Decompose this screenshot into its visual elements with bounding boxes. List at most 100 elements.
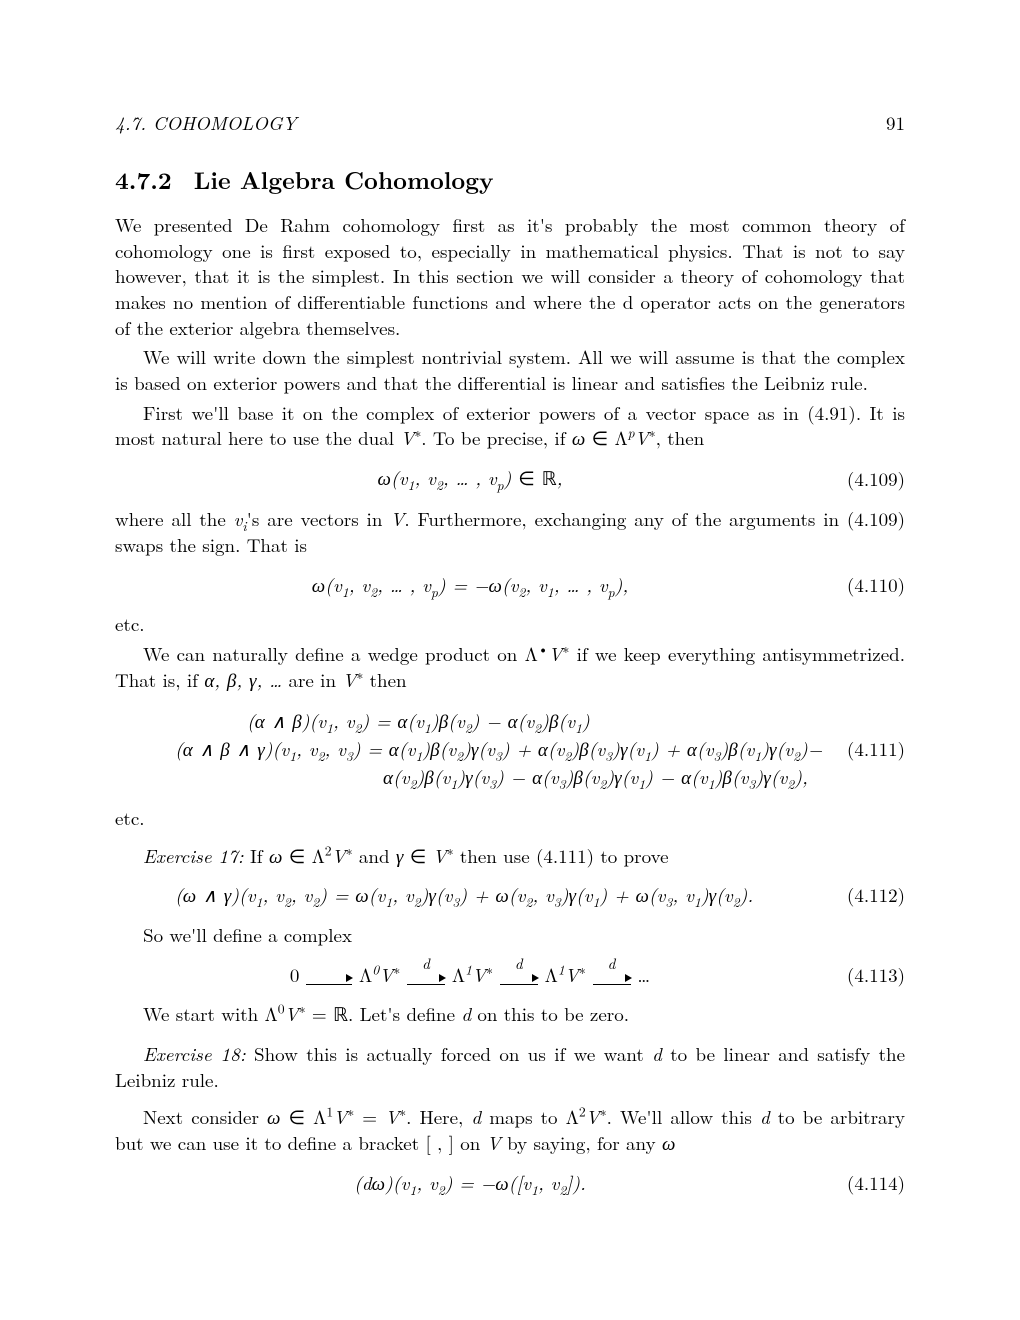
math-inline: γ [396, 842, 404, 869]
math-inline: ∈ Λ [289, 842, 325, 869]
body-text: Show this is actually forced on us if we… [246, 1040, 652, 1067]
body-text: 's are vectors in [247, 505, 391, 532]
body-text: . We'll allow this [607, 1103, 760, 1130]
body-text: on this to be zero. [471, 1000, 629, 1027]
subsection-heading: 4.7.2 Lie Algebra Cohomology [115, 164, 905, 196]
subsection-number: 4.7.2 [115, 163, 172, 197]
equation-body: (α ∧ β)(v1, v2) = α(v1)β(v2) − α(v2)β(v1… [115, 706, 825, 791]
math-inline: V [342, 666, 356, 693]
math-inline: ω [267, 1103, 280, 1130]
paragraph: So we'll define a complex [115, 922, 905, 948]
body-text: We presented De Rahm cohomology first as… [115, 211, 905, 341]
body-text: maps to [481, 1103, 566, 1130]
body-text: . Here, [406, 1103, 471, 1130]
exercise-17: Exercise 17: If ω ∈ Λ2V∗ and γ ∈ V∗ then… [115, 843, 905, 869]
math-inline: ω [269, 842, 282, 869]
body-text: Next consider [143, 1103, 267, 1130]
math-inline: ω [662, 1129, 675, 1156]
math-inline: p [628, 423, 635, 442]
math-inline: V [433, 842, 447, 869]
math-inline: ∗ [347, 1102, 354, 1121]
math-inline: V [586, 1103, 600, 1130]
math-inline: V [400, 424, 414, 451]
equation-body: ω(v1, v2, … , vp) ∈ ℝ, [115, 465, 825, 493]
body-text: . To be precise, if [421, 424, 572, 451]
math-inline: 0 [278, 999, 285, 1018]
body-text: . Let's define [348, 1000, 461, 1027]
subsection-title: Lie Algebra Cohomology [194, 163, 494, 197]
math-inline: d [471, 1103, 481, 1130]
paragraph: where all the vi's are vectors in V. Fur… [115, 506, 905, 557]
math-inline: ∈ Λ [592, 424, 628, 451]
math-inline: ∈ [410, 842, 427, 869]
math-inline: • [538, 639, 549, 658]
equation-4-109: ω(v1, v2, … , vp) ∈ ℝ, (4.109) [115, 465, 905, 493]
math-inline: V [487, 1129, 501, 1156]
math-inline: V [333, 1103, 347, 1130]
equation-number: (4.109) [825, 466, 905, 492]
arrow-icon [306, 968, 352, 987]
body-text: by saying, for any [501, 1129, 662, 1156]
exercise-label: Exercise 17: [143, 842, 244, 869]
section-header: 4.7. COHOMOLOGY [115, 110, 297, 136]
math-inline: ∗ [600, 1102, 607, 1121]
page-number: 91 [886, 110, 905, 136]
paragraph: Next consider ω ∈ Λ1V∗ = V∗. Here, d map… [115, 1104, 905, 1155]
arrow-icon: d [407, 968, 445, 987]
paragraph: etc. [115, 805, 905, 831]
equation-body: (ω ∧ γ)(v1, v2, v2) = ω(v1, v2)γ(v3) + ω… [115, 882, 825, 908]
body-text: then use (4.111) to prove [454, 842, 669, 869]
equation-number: (4.114) [825, 1170, 905, 1196]
body-text: are in [282, 666, 342, 693]
body-text: We will write down the simplest nontrivi… [115, 343, 905, 396]
arrow-icon: d [500, 968, 538, 987]
body-text: If [244, 842, 269, 869]
body-text: We start with [143, 1000, 265, 1027]
page: 4.7. COHOMOLOGY 91 4.7.2 Lie Algebra Coho… [0, 0, 1020, 1320]
body-text: We can naturally define a wedge product … [143, 640, 525, 667]
math-inline: Λ [265, 1000, 278, 1027]
paragraph: We will write down the simplest nontrivi… [115, 344, 905, 395]
math-inline: V [635, 424, 649, 451]
equation-4-114: (dω)(v1, v2) = −ω([v1, v2]). (4.114) [115, 1170, 905, 1196]
math-inline: ∗ [447, 841, 454, 860]
math-inline: V [285, 1000, 299, 1027]
math-inline: ℝ [333, 1005, 348, 1026]
equation-4-110: ω(v1, v2, … , vp) = −ω(v2, v1, … , vp), … [115, 572, 905, 598]
body-text: etc. [115, 610, 145, 637]
equation-number: (4.111) [825, 736, 905, 762]
equation-4-113: 0 Λ0V∗ d Λ1V∗ d Λ1V∗ d … (4.113) [115, 962, 905, 988]
math-inline: vi [234, 505, 247, 532]
math-inline: ∗ [346, 841, 353, 860]
math-inline: d [652, 1040, 662, 1067]
math-inline: α, β, γ, … [204, 666, 282, 693]
equation-body: (dω)(v1, v2) = −ω([v1, v2]). [115, 1170, 825, 1196]
exercise-18: Exercise 18: Show this is actually force… [115, 1041, 905, 1092]
math-inline: ∗ [649, 423, 656, 442]
math-inline: ∗ [299, 999, 306, 1018]
math-inline: Λ [525, 640, 538, 667]
equation-number: (4.113) [825, 962, 905, 988]
math-inline: 2 [579, 1102, 586, 1121]
math-inline: ∈ Λ [289, 1103, 327, 1130]
math-inline: V [332, 842, 346, 869]
math-inline: d [461, 1000, 471, 1027]
body-text: and [353, 842, 396, 869]
math-inline: ω [572, 424, 585, 451]
math-inline: d [760, 1103, 770, 1130]
math-inline: V [390, 505, 404, 532]
equation-number: (4.112) [825, 882, 905, 908]
equation-body: ω(v1, v2, … , vp) = −ω(v2, v1, … , vp), [115, 572, 825, 598]
body-text: So we'll define a complex [143, 921, 352, 948]
paragraph: First we'll base it on the complex of ex… [115, 400, 905, 451]
running-head: 4.7. COHOMOLOGY 91 [115, 110, 905, 136]
paragraph: etc. [115, 611, 905, 637]
exercise-label: Exercise 18: [143, 1040, 246, 1067]
math-inline: V [385, 1103, 399, 1130]
math-inline: 2 [325, 841, 332, 860]
equation-number: (4.110) [825, 572, 905, 598]
paragraph: We start with Λ0V∗ = ℝ. Let's define d o… [115, 1001, 905, 1029]
body-text: where all the [115, 505, 234, 532]
body-text: , then [656, 424, 705, 451]
paragraph: We can naturally define a wedge product … [115, 641, 905, 692]
